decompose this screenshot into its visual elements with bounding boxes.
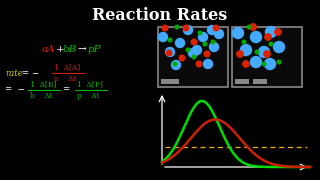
Circle shape <box>243 61 249 67</box>
Circle shape <box>250 24 256 30</box>
Circle shape <box>211 40 215 44</box>
Circle shape <box>251 31 261 42</box>
Text: =  −: = − <box>5 86 25 94</box>
Text: bB: bB <box>63 46 77 55</box>
Circle shape <box>251 57 261 68</box>
Circle shape <box>196 61 202 67</box>
Circle shape <box>186 48 190 52</box>
Text: = −: = − <box>22 69 39 78</box>
Circle shape <box>192 55 196 59</box>
Text: a    Δt: a Δt <box>54 75 76 83</box>
Circle shape <box>264 51 270 57</box>
Circle shape <box>214 30 223 39</box>
Circle shape <box>172 60 180 69</box>
Circle shape <box>259 46 269 57</box>
Circle shape <box>198 31 202 35</box>
Circle shape <box>262 62 266 66</box>
Circle shape <box>203 42 207 46</box>
Circle shape <box>255 50 259 54</box>
Circle shape <box>242 40 246 44</box>
Circle shape <box>198 33 207 42</box>
Circle shape <box>188 48 197 57</box>
Text: →: → <box>77 46 86 55</box>
Bar <box>232 27 302 87</box>
Bar <box>235 79 249 84</box>
Text: pP: pP <box>88 46 102 55</box>
Circle shape <box>204 51 210 57</box>
Text: Reaction Rates: Reaction Rates <box>92 7 228 24</box>
Circle shape <box>277 60 281 64</box>
Circle shape <box>275 29 281 35</box>
Circle shape <box>162 25 168 31</box>
Circle shape <box>269 42 273 46</box>
Text: 1  Δ[A]: 1 Δ[A] <box>54 63 80 71</box>
Circle shape <box>158 33 167 42</box>
Circle shape <box>175 25 179 29</box>
Bar <box>161 79 179 84</box>
Circle shape <box>237 51 243 57</box>
Circle shape <box>165 48 174 57</box>
Circle shape <box>168 38 172 42</box>
Circle shape <box>179 55 185 61</box>
Circle shape <box>233 28 244 39</box>
Circle shape <box>241 44 252 55</box>
Text: 1  Δ[B]: 1 Δ[B] <box>30 80 56 88</box>
Circle shape <box>266 26 276 37</box>
Circle shape <box>183 25 189 31</box>
Text: rate: rate <box>5 69 23 78</box>
Text: aA: aA <box>42 46 56 55</box>
Circle shape <box>193 46 202 55</box>
Circle shape <box>175 39 185 48</box>
Bar <box>253 79 267 84</box>
Text: 1  Δ[P]: 1 Δ[P] <box>77 80 103 88</box>
Circle shape <box>183 26 193 35</box>
Text: =: = <box>62 86 69 94</box>
Circle shape <box>274 42 284 53</box>
Circle shape <box>213 25 219 31</box>
Circle shape <box>265 34 271 40</box>
Text: b    Δt: b Δt <box>30 92 52 100</box>
Circle shape <box>207 26 217 35</box>
Circle shape <box>204 60 212 69</box>
Text: p    Δt: p Δt <box>77 92 100 100</box>
Circle shape <box>247 25 251 29</box>
Circle shape <box>210 42 219 51</box>
Circle shape <box>166 50 172 56</box>
Circle shape <box>173 62 177 66</box>
Circle shape <box>191 39 197 45</box>
Bar <box>158 27 228 87</box>
Text: +: + <box>56 46 65 55</box>
Circle shape <box>265 58 276 69</box>
